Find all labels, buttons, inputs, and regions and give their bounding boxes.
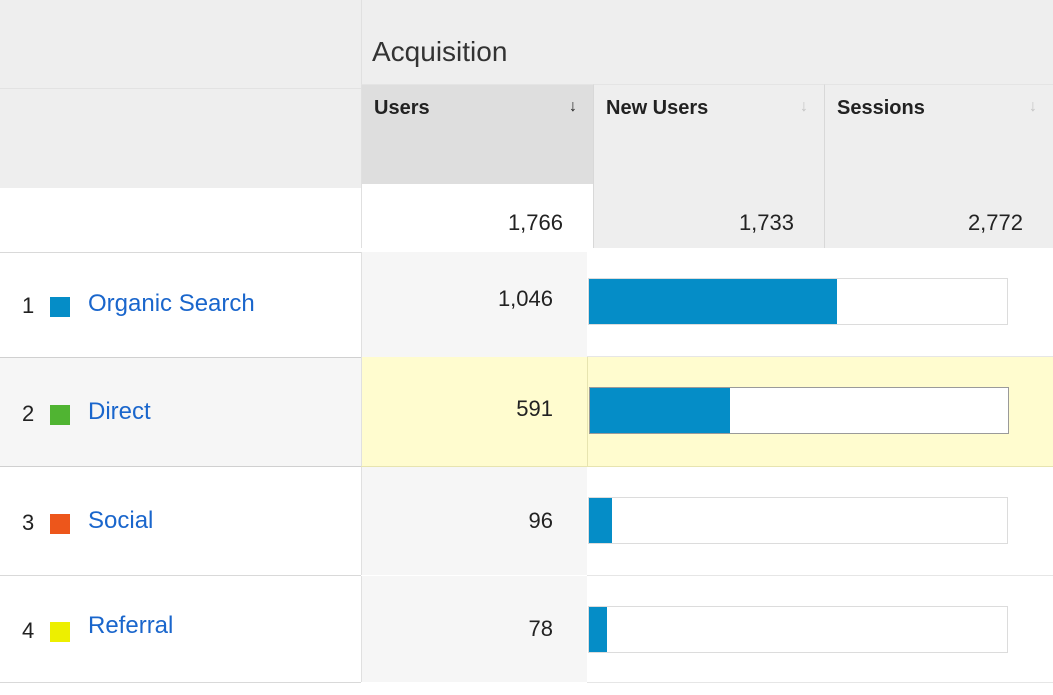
sessions-header-label: Sessions [837,97,925,119]
sort-down-arrow-icon[interactable]: ↓ [569,98,577,115]
row-rank: 2 [22,401,35,426]
sessions-total: 2,772 [824,184,1053,248]
users-value: 96 [361,467,587,575]
users-bar-fill [589,607,607,652]
row-rank: 4 [22,618,35,643]
table-row: 2 Direct [0,357,361,462]
users-bar-cell [587,576,1053,682]
series-color-swatch [50,514,70,534]
users-bar-cell [587,467,1053,575]
new-users-column-header[interactable]: New Users ↓ [593,84,824,184]
dimension-header-top [0,0,361,88]
channel-link-organic-search[interactable]: Organic Search [88,290,255,317]
acquisition-title: Acquisition [372,36,508,67]
users-bar-fill [589,279,837,324]
sessions-column-header[interactable]: Sessions ↓ [824,84,1053,184]
row-divider [0,682,361,683]
table-row: 3 Social [0,467,361,572]
dimension-header [0,88,361,188]
users-bar-fill [589,498,612,543]
series-color-swatch [50,405,70,425]
users-bar-fill [590,388,730,433]
row-rank: 3 [22,510,35,535]
users-value: 1,046 [361,252,587,357]
series-color-swatch [50,622,70,642]
row-rank: 1 [22,293,35,318]
users-bar-cell [587,357,1053,466]
sort-down-arrow-icon[interactable]: ↓ [1029,98,1037,115]
sort-down-arrow-icon[interactable]: ↓ [800,98,808,115]
row-divider [0,575,361,576]
users-value: 591 [361,357,587,466]
acquisition-group-header [361,0,1053,84]
dimension-total-spacer [0,188,361,252]
users-total: 1,766 [361,184,593,248]
row-divider [0,252,361,253]
bar-track [588,497,1008,544]
series-color-swatch [50,297,70,317]
table-row: 1 Organic Search [0,252,361,357]
bar-track [589,387,1009,434]
users-header-label: Users [374,97,430,119]
bar-track [588,278,1008,325]
row-divider [587,682,1053,683]
new-users-total: 1,733 [593,184,824,248]
new-users-header-label: New Users [606,97,709,119]
table-row: 4 Referral [0,576,361,681]
channel-link-direct[interactable]: Direct [88,398,151,425]
users-bar-cell [587,252,1053,356]
bar-track [588,606,1008,653]
channel-link-referral[interactable]: Referral [88,612,174,639]
row-divider [587,575,1053,576]
users-column-header[interactable]: Users ↓ [361,84,593,184]
channel-link-social[interactable]: Social [88,507,154,534]
row-divider [587,356,1053,357]
users-value: 78 [361,576,587,682]
